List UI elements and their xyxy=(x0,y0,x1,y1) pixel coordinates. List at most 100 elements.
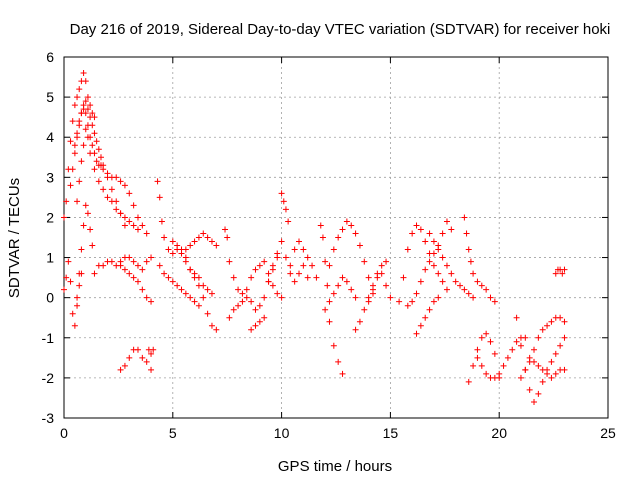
data-point xyxy=(304,254,311,261)
data-point xyxy=(457,282,464,289)
x-tick-label: 15 xyxy=(383,425,399,441)
data-point xyxy=(265,270,272,277)
data-point xyxy=(222,226,229,233)
data-point xyxy=(87,102,94,109)
data-point xyxy=(285,218,292,225)
data-point xyxy=(204,286,211,293)
data-point xyxy=(71,322,78,329)
data-point xyxy=(261,294,268,301)
data-point xyxy=(200,230,207,237)
data-point xyxy=(84,134,91,141)
data-point xyxy=(491,350,498,357)
data-point xyxy=(400,274,407,281)
data-point xyxy=(339,226,346,233)
data-point xyxy=(300,246,307,253)
data-point xyxy=(330,342,337,349)
data-point xyxy=(226,314,233,321)
data-point xyxy=(369,286,376,293)
data-point xyxy=(526,386,533,393)
data-point xyxy=(443,262,450,269)
data-point xyxy=(89,142,96,149)
series-arc-4 xyxy=(74,126,141,233)
data-point xyxy=(552,370,559,377)
data-point xyxy=(365,274,372,281)
data-point xyxy=(93,138,100,145)
data-point xyxy=(561,366,568,373)
series-arc-30 xyxy=(461,214,498,305)
data-point xyxy=(478,282,485,289)
data-point xyxy=(191,298,198,305)
data-point xyxy=(339,274,346,281)
data-point xyxy=(396,298,403,305)
data-point xyxy=(413,330,420,337)
series-arc-21 xyxy=(317,222,346,377)
data-point xyxy=(439,254,446,261)
data-point xyxy=(343,278,350,285)
data-point xyxy=(443,218,450,225)
data-point xyxy=(274,250,281,257)
data-point xyxy=(121,214,128,221)
data-point xyxy=(319,234,326,241)
data-point xyxy=(84,94,91,101)
data-point xyxy=(500,362,507,369)
data-point xyxy=(252,266,259,273)
data-point xyxy=(309,262,316,269)
data-point xyxy=(496,370,503,377)
data-point xyxy=(117,258,124,265)
data-point xyxy=(117,178,124,185)
data-point xyxy=(535,362,542,369)
data-point xyxy=(517,374,524,381)
data-point xyxy=(322,306,329,313)
y-tick-label: 0 xyxy=(46,290,54,306)
data-point xyxy=(71,150,78,157)
data-point xyxy=(230,274,237,281)
data-point xyxy=(552,350,559,357)
data-point xyxy=(435,294,442,301)
data-point xyxy=(143,230,150,237)
data-point xyxy=(80,106,87,113)
data-point xyxy=(91,166,98,173)
data-point xyxy=(165,274,172,281)
series-arc-18 xyxy=(265,238,311,285)
data-point xyxy=(126,270,133,277)
data-point xyxy=(97,154,104,161)
series-arc-32 xyxy=(474,334,529,381)
series-arc-17 xyxy=(248,314,268,333)
data-point xyxy=(150,346,157,353)
data-point xyxy=(100,166,107,173)
y-tick-label: -3 xyxy=(42,410,55,426)
data-point xyxy=(126,190,133,197)
data-point xyxy=(134,346,141,353)
data-point xyxy=(80,70,87,77)
data-point xyxy=(139,286,146,293)
data-point xyxy=(513,314,520,321)
data-point xyxy=(208,238,215,245)
data-point xyxy=(76,86,83,93)
data-point xyxy=(78,158,85,165)
data-point xyxy=(74,94,81,101)
data-point xyxy=(213,326,220,333)
axis-ticks: 0 5 10 15 20 25 -3 -2 -1 0 1 2 3 4 5 6 xyxy=(42,49,616,441)
data-point xyxy=(67,138,74,145)
data-point xyxy=(544,370,551,377)
x-tick-label: 5 xyxy=(169,425,177,441)
data-point xyxy=(274,290,281,297)
data-point xyxy=(548,374,555,381)
data-point xyxy=(143,358,150,365)
data-point xyxy=(448,226,455,233)
chart-title: Day 216 of 2019, Sidereal Day-to-day VTE… xyxy=(70,21,611,38)
data-point xyxy=(374,274,381,281)
series-arc-35 xyxy=(526,354,568,381)
data-point xyxy=(169,250,176,257)
data-point xyxy=(443,286,450,293)
series-arc-29 xyxy=(426,230,477,301)
data-point xyxy=(126,354,133,361)
data-point xyxy=(169,278,176,285)
data-point xyxy=(409,298,416,305)
data-point xyxy=(87,114,94,121)
data-point xyxy=(61,214,67,221)
data-point xyxy=(561,318,568,325)
data-point xyxy=(548,358,555,365)
data-point xyxy=(69,166,76,173)
data-point xyxy=(470,362,477,369)
